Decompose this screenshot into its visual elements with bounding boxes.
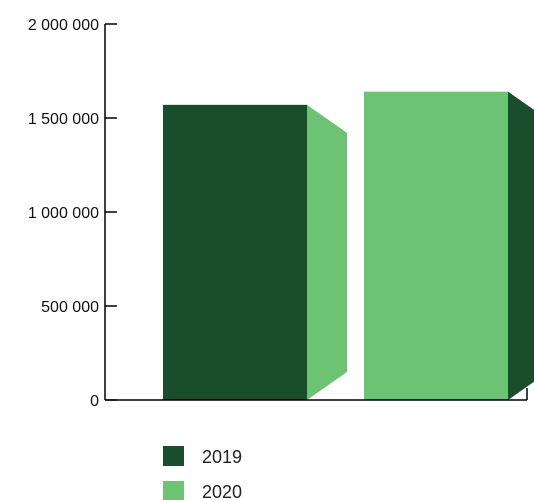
bar-front-2020: [364, 91, 508, 401]
legend: 2019 2020: [163, 446, 242, 500]
y-tick-label: 1 000 000: [28, 205, 99, 222]
legend-label: 2020: [202, 482, 242, 500]
y-tick-label: 0: [90, 393, 99, 410]
bar-front-2019: [163, 104, 307, 400]
bar-side-2019: [307, 104, 347, 400]
legend-swatch: [163, 481, 184, 500]
y-tick-label: 1 500 000: [28, 111, 99, 128]
legend-swatch: [163, 446, 184, 466]
legend-item-2019: 2019: [163, 446, 242, 467]
bar-2020: [364, 91, 534, 401]
legend-item-2020: 2020: [163, 481, 242, 500]
x-axis: [105, 388, 528, 401]
y-tick-label: 500 000: [41, 299, 99, 316]
bar-2019: [163, 104, 347, 400]
legend-label: 2019: [202, 447, 242, 467]
bars: [163, 91, 534, 401]
bar-side-2020: [508, 91, 534, 400]
y-axis: 0 500 000 1 000 000 1 500 000 2 000 000: [28, 17, 117, 410]
y-tick-label: 2 000 000: [28, 17, 99, 34]
